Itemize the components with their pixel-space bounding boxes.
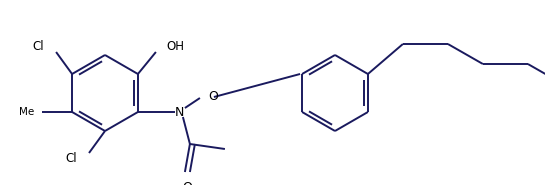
Text: Cl: Cl	[33, 40, 44, 53]
Text: Cl: Cl	[65, 152, 77, 166]
Text: O: O	[208, 90, 218, 102]
Text: N: N	[175, 105, 185, 119]
Text: Me: Me	[19, 107, 34, 117]
Text: O: O	[182, 181, 192, 185]
Text: OH: OH	[166, 41, 184, 53]
